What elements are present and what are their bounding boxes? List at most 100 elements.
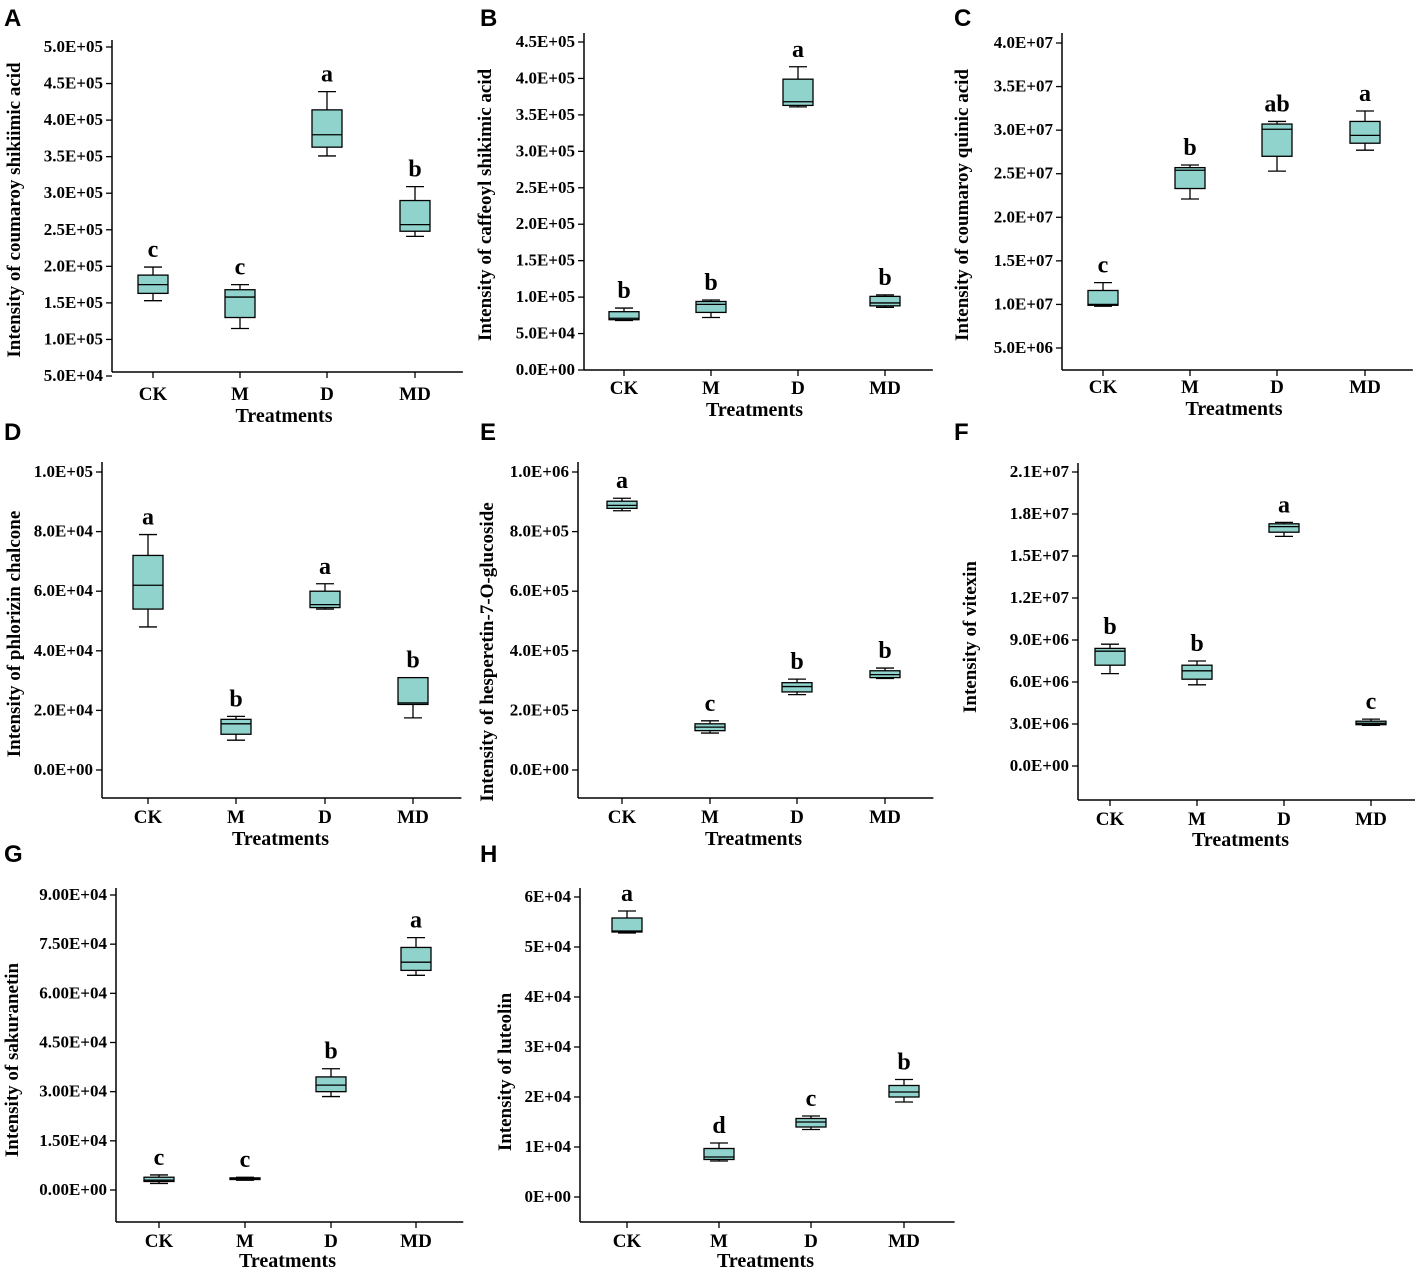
y-tick-label: 3.5E+07 — [994, 77, 1054, 96]
y-tick-label: 1.0E+07 — [994, 294, 1054, 313]
box-d — [309, 583, 341, 610]
x-tick-label: D — [318, 807, 332, 828]
x-axis-label: Treatments — [705, 828, 802, 850]
y-tick-label: 7.50E+04 — [39, 934, 107, 953]
panel-letter: G — [4, 841, 23, 868]
x-axis-label: Treatments — [235, 405, 332, 427]
x-axis-label: Treatments — [239, 1250, 336, 1268]
y-tick-label: 1.2E+07 — [1010, 588, 1070, 607]
x-tick-label: D — [324, 1231, 338, 1252]
box-d — [315, 1068, 347, 1098]
box-ck — [132, 533, 164, 628]
panel-letter: A — [4, 5, 21, 32]
y-tick-label: 1.0E+05 — [44, 329, 103, 348]
box-ck — [137, 266, 169, 302]
significance-letter: b — [406, 648, 419, 674]
significance-letter: b — [790, 649, 803, 675]
x-axis-label: Treatments — [1185, 398, 1282, 420]
x-tick-label: M — [236, 1231, 254, 1252]
box-md — [888, 1078, 920, 1103]
x-tick-label: CK — [613, 1231, 642, 1252]
y-tick-label: 1.0E+05 — [516, 287, 575, 306]
x-tick-label: M — [701, 807, 719, 828]
iqr-box — [220, 718, 252, 735]
x-tick-label: M — [1181, 377, 1199, 398]
y-tick-label: 3.0E+06 — [1010, 714, 1069, 733]
significance-letter: a — [1278, 492, 1290, 518]
box-m — [1174, 164, 1206, 200]
box-ck — [611, 910, 643, 934]
significance-letter: b — [324, 1039, 337, 1065]
panel-a: A 5.0E+04 1.0E+05 1.5E+05 2.0E+05 2.5E+05 3.0E… — [4, 5, 463, 427]
panel-d: D 0.0E+00 2.0E+04 4.0E+04 6.0E+04 8.0E+04 1.0E… — [4, 419, 462, 850]
iqr-box — [611, 917, 643, 933]
panel-letter: E — [480, 419, 496, 446]
y-tick-label: 1.50E+04 — [39, 1131, 107, 1150]
y-tick-label: 9.00E+04 — [39, 885, 107, 904]
y-tick-label: 5.0E+06 — [994, 338, 1053, 357]
significance-letter: a — [142, 505, 154, 531]
iqr-box — [1174, 166, 1206, 190]
iqr-box — [782, 78, 814, 107]
significance-letter: c — [240, 1147, 251, 1173]
x-tick-label: M — [227, 807, 245, 828]
y-tick-label: 3.5E+05 — [516, 105, 575, 124]
y-axis-label: Intensity of hesperetin-7-O-glucoside — [477, 502, 498, 801]
iqr-box — [143, 1176, 175, 1183]
box-md — [869, 294, 901, 308]
box-md — [1355, 718, 1387, 727]
y-tick-label: 2.5E+05 — [44, 220, 103, 239]
box-m — [220, 715, 252, 741]
y-tick-label: 0.00E+00 — [39, 1180, 107, 1199]
significance-letter: c — [154, 1145, 165, 1171]
box-d — [1268, 521, 1300, 538]
y-axis-label: Intensity of caffeoyl shikimic acid — [475, 68, 496, 341]
y-tick-label: 4E+04 — [524, 987, 571, 1006]
y-tick-label: 3.5E+05 — [44, 147, 103, 166]
significance-letter: b — [878, 265, 891, 291]
y-tick-label: 0E+00 — [524, 1187, 571, 1206]
y-tick-label: 0.0E+00 — [34, 760, 93, 779]
significance-letter: b — [1103, 614, 1116, 640]
significance-letter: c — [1098, 253, 1109, 279]
y-tick-label: 2.1E+07 — [1010, 462, 1070, 481]
y-tick-label: 4.0E+05 — [516, 68, 575, 87]
significance-letter: b — [878, 638, 891, 664]
iqr-box — [1094, 647, 1126, 666]
box-m — [224, 283, 256, 330]
box-md — [1349, 110, 1381, 151]
iqr-box — [311, 109, 343, 148]
y-tick-label: 2.5E+05 — [516, 178, 575, 197]
y-tick-label: 4.0E+07 — [994, 33, 1054, 52]
panel-c: C 5.0E+06 1.0E+07 1.5E+07 2.0E+07 2.5E+07 3.0E… — [952, 5, 1413, 420]
y-tick-label: 1E+04 — [524, 1137, 571, 1156]
iqr-box — [309, 590, 341, 609]
x-tick-label: MD — [397, 807, 429, 828]
x-tick-label: D — [791, 378, 805, 399]
x-axis-label: Treatments — [706, 399, 803, 421]
x-tick-label: CK — [1096, 809, 1125, 830]
significance-letter: a — [792, 37, 804, 63]
iqr-box — [869, 295, 901, 307]
x-tick-label: MD — [1355, 809, 1387, 830]
y-tick-label: 0.0E+00 — [1010, 756, 1069, 775]
box-m — [229, 1176, 261, 1181]
box-d — [781, 678, 813, 696]
iqr-box — [608, 311, 640, 321]
box-ck — [1094, 643, 1126, 675]
box-md — [400, 936, 432, 976]
box-ck — [608, 307, 640, 322]
y-tick-label: 2.5E+07 — [994, 164, 1054, 183]
y-tick-label: 5.0E+05 — [44, 37, 103, 56]
significance-letter: c — [705, 691, 716, 717]
box-md — [397, 676, 429, 719]
box-m — [1181, 660, 1213, 686]
iqr-box — [1087, 289, 1119, 306]
x-tick-label: CK — [145, 1231, 174, 1252]
box-d — [795, 1115, 827, 1131]
y-tick-label: 4.5E+05 — [516, 32, 575, 51]
iqr-box — [132, 554, 164, 610]
x-tick-label: D — [804, 1231, 818, 1252]
y-tick-label: 6E+04 — [524, 887, 571, 906]
